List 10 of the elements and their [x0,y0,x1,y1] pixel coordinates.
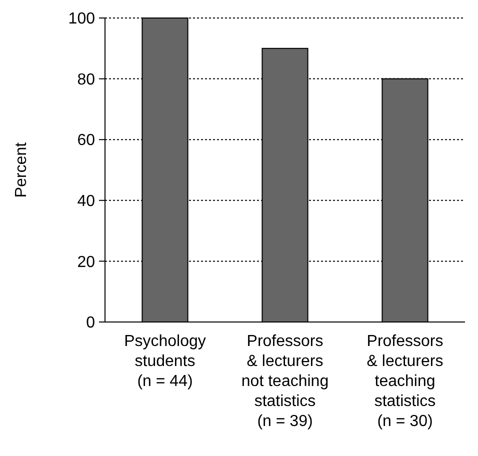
y-tick-label: 20 [77,254,96,271]
y-tick-label: 60 [77,132,96,150]
y-tick-label: 100 [68,10,96,28]
y-tick-label: 80 [77,71,96,88]
x-tick-label: Professors & lecturers teaching statistics (n = 30) [366,333,444,430]
y-axis-title: Percent [13,142,30,198]
x-tick-label: Psychology students (n = 44) [124,333,206,390]
y-tick-label: 0 [86,314,96,332]
x-tick-label: Professors & lecturers not teaching statistics (n = 39) [241,333,329,430]
y-tick-label: 40 [77,193,96,210]
